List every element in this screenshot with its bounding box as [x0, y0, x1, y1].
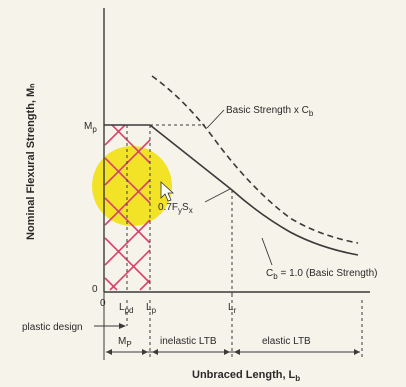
- x-axis-title: Unbraced Length, Lb: [192, 369, 300, 383]
- arrowhead-right: [354, 349, 360, 355]
- plastic-zone-hatch: [104, 124, 151, 291]
- mp-label: Mp: [84, 121, 97, 134]
- basic-curve-leader: [261, 237, 273, 266]
- mid-value-leader: [204, 188, 231, 203]
- arrowhead-lr-right: [234, 349, 240, 355]
- lr-label: Lr: [228, 302, 237, 315]
- zone-elastic-label: elastic LTB: [262, 336, 311, 347]
- basic-strength-curve: [149, 124, 359, 256]
- zone-inelastic-label: inelastic LTB: [160, 336, 217, 347]
- plastic-design-label: plastic design: [22, 322, 83, 333]
- basic-curve-label: Cb = 1.0 (Basic Strength): [266, 268, 377, 281]
- zone-mp-label: MP: [118, 336, 132, 349]
- plastic-design-arrowhead: [119, 323, 126, 329]
- y-axis-title: Nominal Flexural Strength, Mₙ: [25, 83, 37, 240]
- arrowhead-left: [106, 349, 112, 355]
- cb-curve-leader: [206, 109, 225, 129]
- mouse-cursor-icon: [160, 181, 175, 202]
- origin-label-x: 0: [100, 298, 106, 309]
- lp-label: Lp: [146, 302, 157, 315]
- arrowhead-lp-right: [152, 349, 158, 355]
- cb-strength-curve: [151, 75, 359, 244]
- mid-value-label: 0.7FySx: [158, 202, 193, 215]
- lpd-label: Lpd: [119, 302, 133, 315]
- origin-label-y: 0: [92, 284, 98, 295]
- cb-curve-label: Basic Strength x Cb: [226, 105, 314, 118]
- arrowhead-lp-left: [142, 349, 148, 355]
- arrowhead-lr-left: [224, 349, 230, 355]
